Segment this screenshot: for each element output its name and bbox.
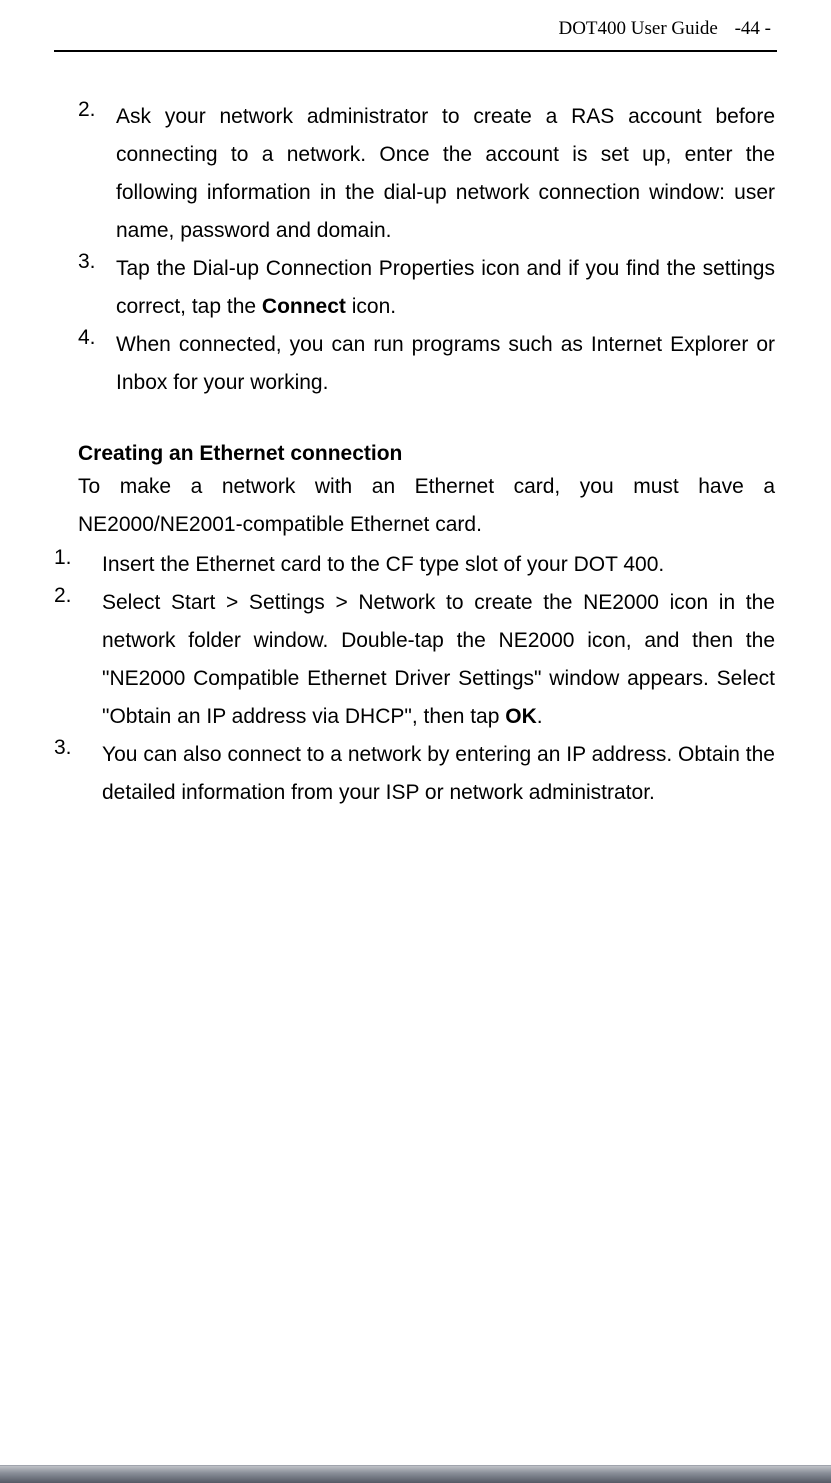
list-item: 4.When connected, you can run programs s… <box>74 326 775 402</box>
list-body: Select Start > Settings > Network to cre… <box>102 584 775 736</box>
list-body: You can also connect to a network by ent… <box>102 736 775 812</box>
section-heading: Creating an Ethernet connection <box>74 442 775 466</box>
bold-text: OK <box>505 705 537 728</box>
list-body: When connected, you can run programs suc… <box>116 326 775 402</box>
list-item: 1.Insert the Ethernet card to the CF typ… <box>54 546 775 584</box>
list-number: 2. <box>74 98 116 250</box>
text-run: Tap the Dial-up Connection Properties ic… <box>116 257 775 318</box>
footer-bar <box>0 1465 831 1483</box>
content-area: 2.Ask your network administrator to crea… <box>54 98 777 812</box>
list-item: 2.Select Start > Settings > Network to c… <box>54 584 775 736</box>
text-run: Select Start > Settings > Network to cre… <box>102 591 775 728</box>
text-run: You can also connect to a network by ent… <box>102 743 775 804</box>
page-container: DOT400 User Guide -44 - 2.Ask your netwo… <box>0 0 831 812</box>
list-number: 3. <box>74 250 116 326</box>
list-number: 3. <box>54 736 102 812</box>
header-title: DOT400 User Guide <box>558 18 717 39</box>
text-run: When connected, you can run programs suc… <box>116 333 775 394</box>
list-body: Ask your network administrator to create… <box>116 98 775 250</box>
list-body: Insert the Ethernet card to the CF type … <box>102 546 775 584</box>
text-run: Ask your network administrator to create… <box>116 105 775 242</box>
page-header: DOT400 User Guide -44 - <box>54 18 777 52</box>
list-item: 3.Tap the Dial-up Connection Properties … <box>74 250 775 326</box>
header-page-number: -44 - <box>735 18 771 39</box>
ordered-list-1: 2.Ask your network administrator to crea… <box>74 98 775 402</box>
bold-text: Connect <box>262 295 346 318</box>
text-run: Insert the Ethernet card to the CF type … <box>102 553 664 576</box>
ordered-list-2: 1.Insert the Ethernet card to the CF typ… <box>54 546 775 812</box>
list-number: 1. <box>54 546 102 584</box>
list-item: 3.You can also connect to a network by e… <box>54 736 775 812</box>
section-intro: To make a network with an Ethernet card,… <box>74 468 775 544</box>
list-number: 4. <box>74 326 116 402</box>
text-run: . <box>537 705 543 728</box>
list-number: 2. <box>54 584 102 736</box>
list-body: Tap the Dial-up Connection Properties ic… <box>116 250 775 326</box>
text-run: icon. <box>346 295 396 318</box>
list-item: 2.Ask your network administrator to crea… <box>74 98 775 250</box>
